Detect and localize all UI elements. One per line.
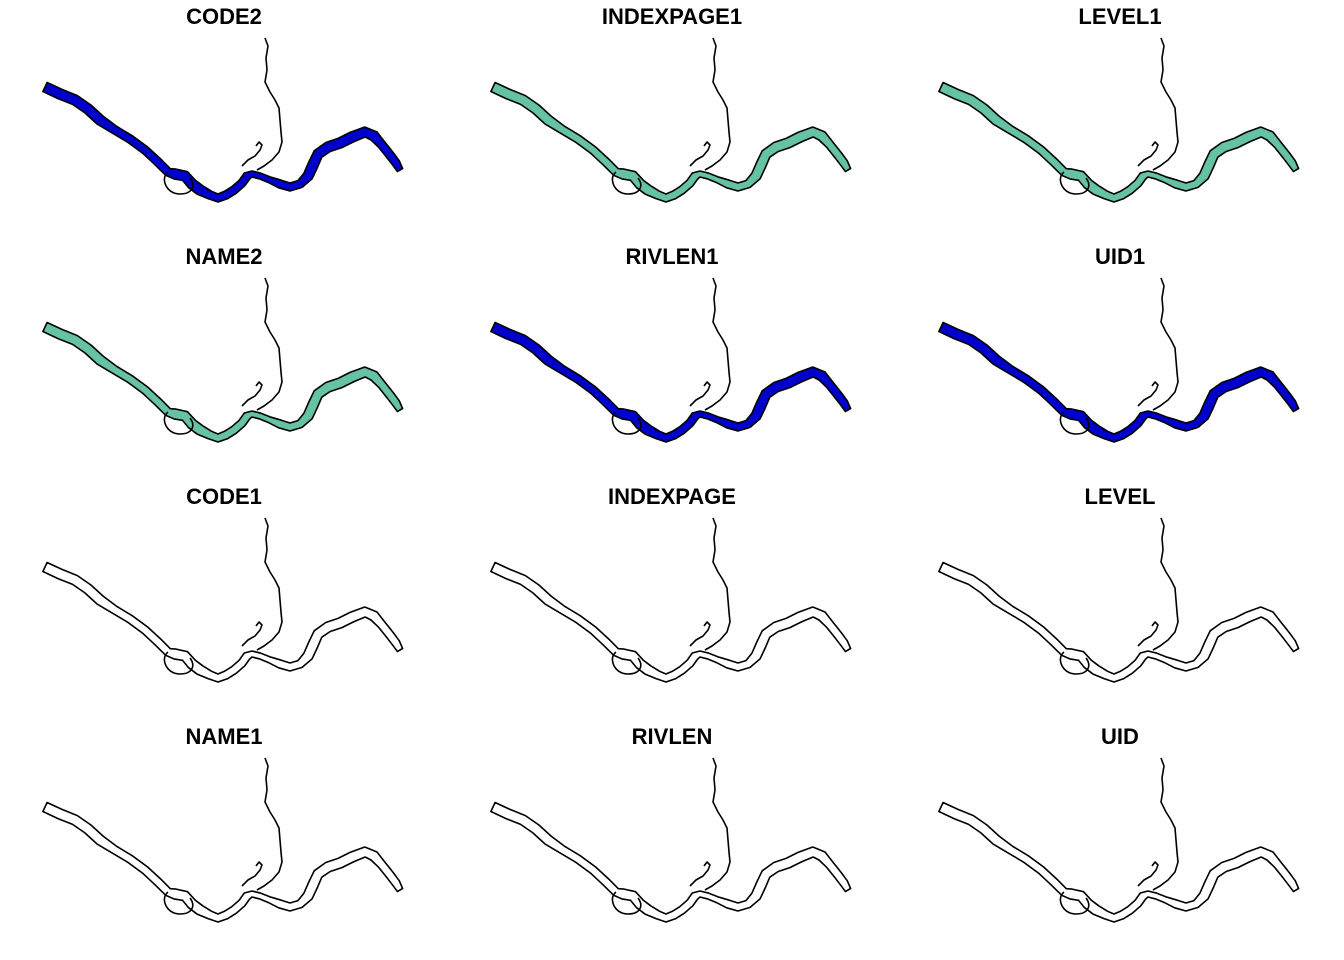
map-panel: RIVLEN [448,720,896,960]
side-channel-line [1137,381,1159,407]
map-panel: NAME1 [0,720,448,960]
tributary-line [1152,277,1179,411]
oxbow-loop-line [611,411,642,435]
tributary-line [256,757,283,891]
tributary-line [256,517,283,651]
side-channel-line [689,621,711,647]
tributary-line [704,37,731,171]
map-panel: CODE2 [0,0,448,240]
oxbow-loop-line [1059,171,1090,195]
oxbow-loop-line [163,651,194,675]
panel-title: RIVLEN1 [625,244,719,269]
river-map [42,517,404,683]
panel-title: INDEXPAGE1 [601,4,743,29]
panel-title: LEVEL [1084,484,1156,509]
river-map [490,37,852,203]
oxbow-loop-line [611,651,642,675]
panel-title: NAME1 [185,724,263,749]
oxbow-loop-line [611,891,642,915]
main-river-polygon [490,81,852,203]
river-map [938,757,1300,923]
side-channel-line [689,861,711,887]
main-river-polygon [938,321,1300,443]
map-panel: UID [896,720,1344,960]
side-channel-line [1137,861,1159,887]
main-river-polygon [42,801,404,923]
river-map [490,757,852,923]
side-channel-line [689,381,711,407]
side-channel-line [241,141,263,167]
map-panel: NAME2 [0,240,448,480]
panel-title: CODE1 [186,484,262,509]
river-map [938,277,1300,443]
panel-title: UID [1101,724,1139,749]
river-map [42,277,404,443]
panel-title: RIVLEN [631,724,713,749]
panel-title: UID1 [1094,244,1146,269]
oxbow-loop-line [163,171,194,195]
map-panel: LEVEL [896,480,1344,720]
main-river-polygon [42,561,404,683]
side-channel-line [241,621,263,647]
river-map [42,757,404,923]
river-map [938,37,1300,203]
map-panel: UID1 [896,240,1344,480]
side-channel-line [241,381,263,407]
tributary-line [1152,517,1179,651]
main-river-polygon [490,561,852,683]
oxbow-loop-line [1059,651,1090,675]
oxbow-loop-line [611,171,642,195]
river-map [938,517,1300,683]
oxbow-loop-line [1059,411,1090,435]
river-map [490,277,852,443]
tributary-line [704,277,731,411]
tributary-line [1152,757,1179,891]
panel-title: LEVEL1 [1078,4,1162,29]
main-river-polygon [938,561,1300,683]
tributary-line [256,37,283,171]
side-channel-line [1137,621,1159,647]
oxbow-loop-line [1059,891,1090,915]
main-river-polygon [938,801,1300,923]
panel-title: INDEXPAGE [608,484,736,509]
map-panel: CODE1 [0,480,448,720]
oxbow-loop-line [163,891,194,915]
map-panel: INDEXPAGE [448,480,896,720]
tributary-line [1152,37,1179,171]
main-river-polygon [490,321,852,443]
map-panel: INDEXPAGE1 [448,0,896,240]
river-map [42,37,404,203]
oxbow-loop-line [163,411,194,435]
main-river-polygon [42,81,404,203]
map-panel: RIVLEN1 [448,240,896,480]
side-channel-line [1137,141,1159,167]
panel-title: NAME2 [185,244,263,269]
side-channel-line [241,861,263,887]
main-river-polygon [42,321,404,443]
main-river-polygon [490,801,852,923]
main-river-polygon [938,81,1300,203]
tributary-line [704,757,731,891]
river-map [490,517,852,683]
panel-title: CODE2 [186,4,262,29]
map-panel: LEVEL1 [896,0,1344,240]
side-channel-line [689,141,711,167]
tributary-line [256,277,283,411]
tributary-line [704,517,731,651]
